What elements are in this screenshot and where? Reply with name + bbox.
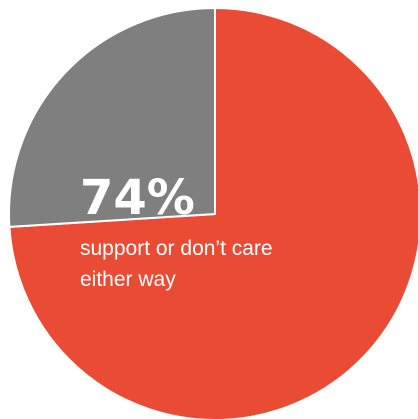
pie-slice-1: [8, 6, 216, 228]
pie-slice-0: [8, 6, 418, 419]
slice-value-label: 74%: [80, 170, 195, 226]
pie-slices: [8, 6, 418, 419]
annotation-line-1: support or don’t care: [80, 237, 273, 260]
annotation-line-2: either way: [80, 268, 176, 291]
